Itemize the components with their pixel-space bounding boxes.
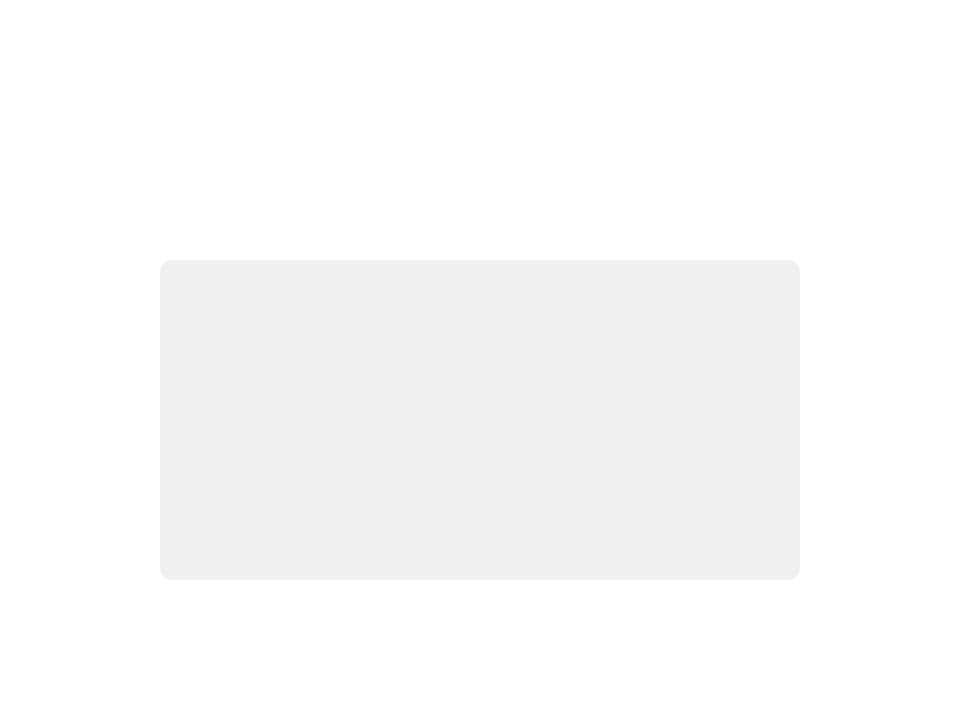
placeholder-panel: [160, 260, 800, 580]
